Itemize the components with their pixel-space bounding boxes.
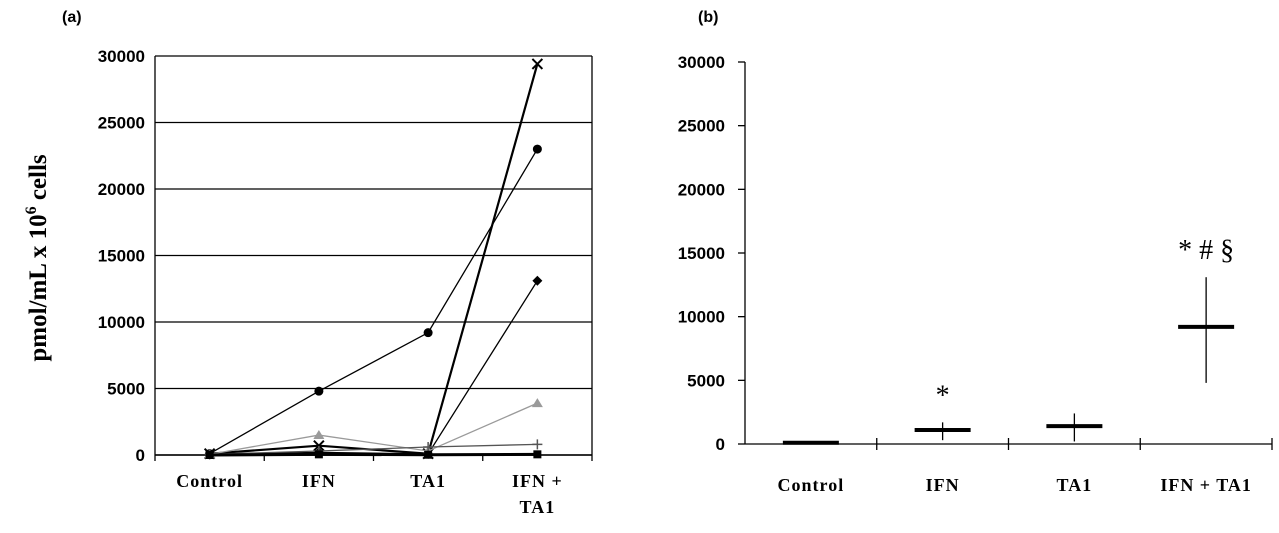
panel-b-y-tick-label: 0 (716, 435, 725, 454)
panel-b-y-tick-label: 25000 (678, 117, 725, 136)
panel-b-y-tick-label: 30000 (678, 53, 725, 72)
panel-a-y-axis-label-main: pmol/mL x 10 (25, 214, 52, 361)
panel-a-y-tick-label: 20000 (98, 180, 145, 199)
panel-a-y-axis-label: pmol/mL x 106 cells (23, 154, 52, 362)
panel-a-point-plus (532, 439, 543, 450)
panel-a-point-circle (532, 144, 542, 154)
panel-a-point-diamond (532, 275, 543, 286)
panel-a-y-tick-label: 0 (136, 446, 145, 465)
panel-a-x-tick-label: IFN + (512, 471, 563, 491)
panel-a-point-x (531, 58, 544, 70)
panel-b-y-tick-label: 20000 (678, 180, 725, 199)
panel-a-series-line-triangle (209, 402, 538, 455)
panel-a-series-line-circle (209, 148, 538, 455)
panel-a-y-tick-label: 25000 (98, 114, 145, 133)
panel-b-y-tick-label: 10000 (678, 308, 725, 327)
panel-a-point-square (205, 451, 214, 459)
panel-b-y-tick-label: 15000 (678, 244, 725, 263)
panel-a-x-tick-label: IFN (302, 471, 336, 491)
panel-b-significance-marker: * # § (1178, 235, 1234, 266)
panel-a-y-tick-label: 30000 (98, 47, 145, 66)
panel-a-y-axis-label-sup: 6 (23, 206, 40, 214)
panel-a-series-line-plus (209, 443, 538, 455)
panel-a-y-axis-label-tail: cells (25, 154, 52, 206)
panel-a-label: (a) (62, 9, 82, 26)
panel-a-y-tick-label: 15000 (98, 247, 145, 266)
panel-a-y-tick-label: 10000 (98, 313, 145, 332)
panel-a-point-plus (423, 442, 434, 453)
panel-b-box-chart: 0 5000 10000 15000 20000 25000 30000 Control IFN… (678, 53, 1273, 495)
panel-a-x-tick-label: TA1 (520, 497, 556, 517)
panel-a-series-line-square (209, 452, 538, 457)
panel-b-label: (b) (698, 9, 718, 26)
panel-a-point-triangle (313, 430, 325, 440)
panel-b-x-tick-label: IFN (926, 475, 960, 495)
panel-a-point-square (533, 450, 542, 459)
panel-a-y-tick-label: 5000 (107, 380, 145, 399)
panel-a-series-line-x (209, 63, 539, 455)
panel-a-point-square (424, 450, 433, 459)
panel-a-series-line-diamond (209, 280, 538, 455)
panel-b-y-tick-label: 5000 (687, 371, 725, 390)
panel-a-point-circle (314, 386, 324, 396)
panel-b-x-tick-label: Control (778, 475, 845, 495)
panel-a-x-tick-label: Control (176, 471, 243, 491)
panel-a-point-circle (423, 328, 433, 338)
panel-a-point-x (313, 439, 325, 452)
panel-a-point-square (314, 450, 323, 459)
panel-b-x-tick-label: IFN + TA1 (1160, 475, 1252, 495)
panel-b-significance-marker: * (936, 380, 950, 411)
panel-b-x-tick-label: TA1 (1057, 475, 1093, 495)
panel-a-line-chart: 0 5000 10000 15000 20000 25000 30000 Control IFN… (98, 47, 593, 517)
panel-a-x-tick-label: TA1 (410, 471, 446, 491)
panel-a-point-triangle (531, 398, 543, 408)
